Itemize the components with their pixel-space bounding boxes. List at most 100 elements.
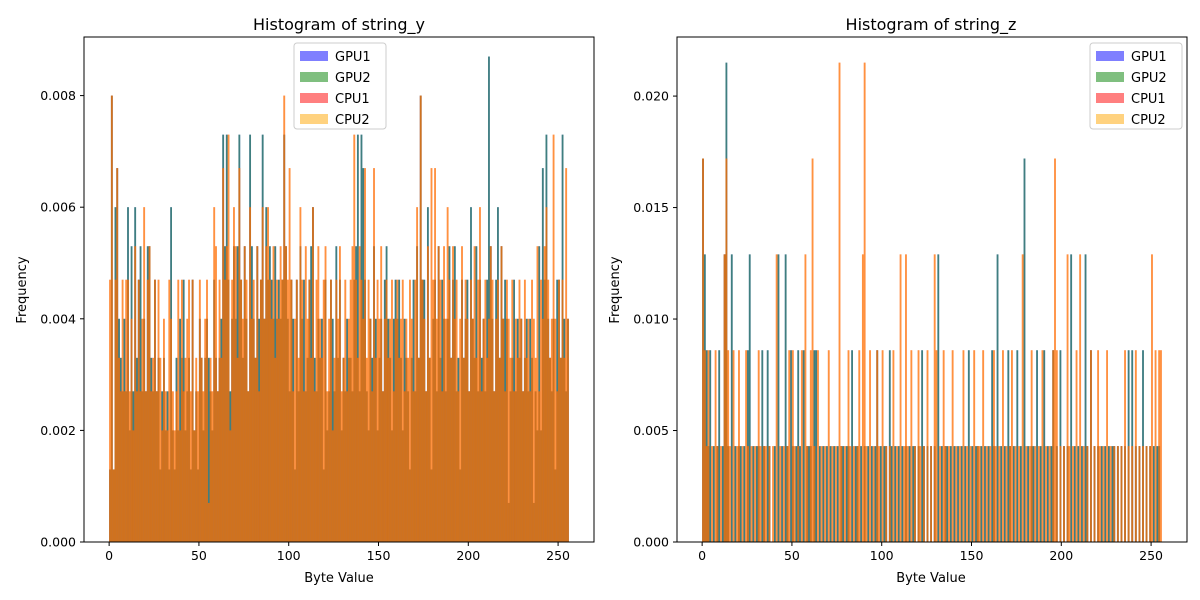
histogram-bar [754, 446, 757, 542]
histogram-bar [729, 446, 731, 542]
x-tick-label: 200 [456, 548, 480, 563]
histogram-bar [112, 469, 115, 542]
histogram-bar [414, 279, 417, 542]
histogram-bar [809, 350, 812, 542]
histogram-bar [872, 446, 875, 542]
histogram-bar [716, 446, 719, 542]
histogram-bar [1019, 446, 1022, 542]
histogram-bar [470, 279, 472, 542]
histogram-bar [714, 350, 717, 542]
histogram-bar [504, 391, 507, 542]
histogram-bar [369, 318, 372, 542]
histogram-bar [953, 446, 956, 542]
histogram-bar [1154, 350, 1157, 542]
histogram-bar [362, 318, 365, 542]
histogram-bar [455, 279, 458, 542]
histogram-bar [1023, 158, 1026, 542]
histogram-bar [748, 254, 751, 542]
histogram-bar [288, 168, 291, 542]
histogram-bar [283, 95, 286, 542]
histogram-bar [1045, 446, 1047, 542]
histogram-bar [428, 357, 431, 542]
histogram-bar [736, 446, 739, 542]
histogram-bar [229, 430, 232, 542]
histogram-bar [1054, 158, 1056, 542]
histogram-bar [842, 446, 845, 542]
histogram-bar [150, 391, 153, 542]
histogram-bar [993, 350, 995, 542]
histogram-bar [772, 446, 774, 542]
histogram-bar [286, 279, 289, 542]
histogram-bar [937, 254, 940, 542]
histogram-bar [847, 350, 850, 542]
histogram-bar [885, 446, 888, 542]
histogram-bar [750, 446, 753, 542]
histogram-bar [1149, 446, 1152, 542]
histogram-bar [317, 246, 320, 542]
histogram-bar [249, 207, 252, 542]
histogram-bar [1014, 446, 1017, 542]
legend-label: CPU1 [335, 92, 370, 107]
x-tick-label: 50 [784, 548, 800, 563]
histogram-bar [457, 391, 460, 542]
histogram-bar [306, 318, 309, 542]
histogram-bar [743, 446, 746, 542]
histogram-bar [1003, 446, 1006, 542]
histogram-bar [730, 254, 733, 542]
histogram-bar [903, 446, 906, 542]
histogram-bar [1131, 446, 1134, 542]
histogram-bar [143, 207, 146, 542]
histogram-bar [994, 446, 997, 542]
histogram-bar [279, 246, 282, 542]
histogram-bar [851, 350, 853, 542]
histogram-bar [784, 254, 787, 542]
histogram-bar [146, 279, 149, 542]
histogram-bar [844, 446, 846, 542]
histogram-bar [1055, 350, 1058, 542]
histogram-bar [534, 357, 537, 542]
histogram-bar [756, 446, 758, 542]
histogram-bar [418, 357, 420, 542]
histogram-bar [177, 279, 180, 542]
histogram-bar [917, 350, 920, 542]
histogram-bar [720, 446, 722, 542]
histogram-bar [727, 350, 730, 542]
histogram-bar [1086, 446, 1089, 542]
histogram-bar [1032, 446, 1035, 542]
histogram-bar [468, 391, 471, 542]
legend-label: CPU2 [335, 113, 370, 128]
histogram-bar [1107, 446, 1110, 542]
histogram-bar [173, 430, 176, 542]
histogram-bar [852, 446, 855, 542]
histogram-bar [364, 168, 366, 542]
histogram-bar [949, 446, 952, 542]
histogram-bar [1099, 446, 1101, 542]
histogram-bar [339, 246, 341, 542]
histogram-bar [437, 246, 440, 542]
histogram-bar [391, 279, 393, 542]
histogram-bar [1160, 350, 1162, 542]
histogram-bar [434, 168, 436, 542]
histogram-bar [374, 357, 377, 542]
histogram-bar [876, 350, 879, 542]
histogram-bar [1102, 446, 1105, 542]
histogram-bar [139, 391, 142, 542]
histogram-bar [290, 279, 293, 542]
legend-swatch [300, 51, 328, 61]
x-axis-label: Byte Value [896, 571, 966, 586]
histogram-bar [489, 246, 492, 542]
histogram-bar [919, 446, 922, 542]
histogram-bar [110, 95, 113, 542]
x-tick-label: 200 [1049, 548, 1073, 563]
histogram-bar [450, 357, 453, 542]
histogram-bar [312, 207, 314, 542]
histogram-bar [245, 279, 248, 542]
histogram-bar [387, 357, 390, 542]
histogram-bar [975, 446, 977, 542]
histogram-bar [301, 279, 304, 542]
histogram-bar [858, 350, 861, 542]
series-cpu2 [702, 62, 1162, 542]
histogram-bar [310, 357, 313, 542]
histogram-bar [811, 158, 814, 542]
histogram-bar [1109, 446, 1112, 542]
